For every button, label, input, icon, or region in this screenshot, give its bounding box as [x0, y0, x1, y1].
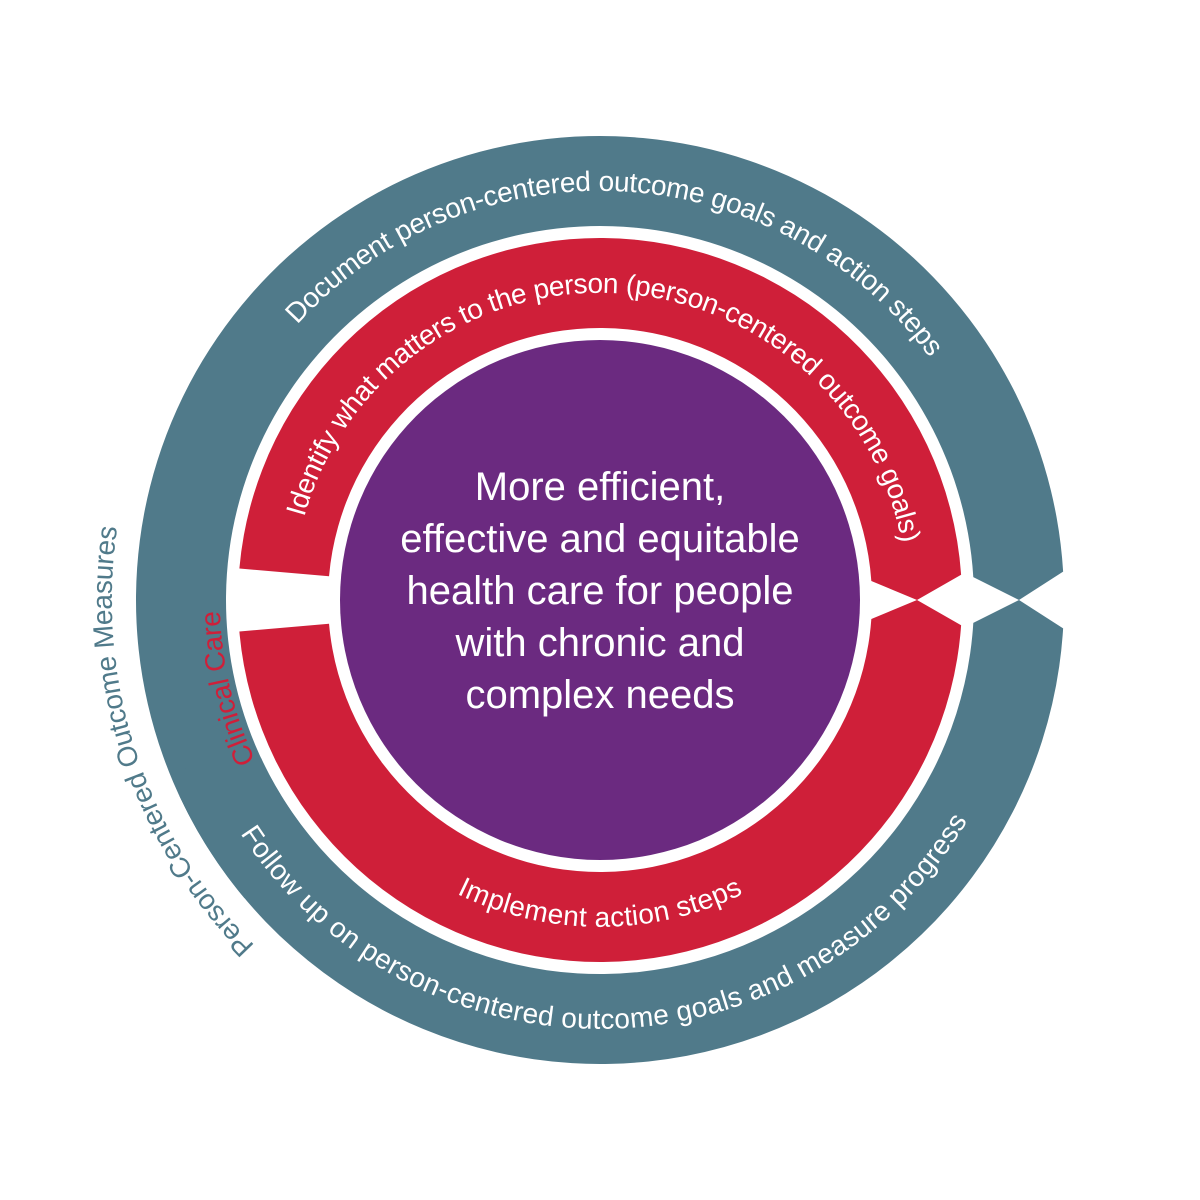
core-text-line: complex needs — [465, 673, 734, 717]
core-text-line: health care for people — [407, 569, 794, 613]
radial-diagram: More efficient, effective and equitable he… — [0, 0, 1200, 1200]
core-text-line: with chronic and — [454, 621, 744, 665]
core-text-line: effective and equitable — [400, 517, 800, 561]
core-text-line: More efficient, — [475, 465, 726, 509]
